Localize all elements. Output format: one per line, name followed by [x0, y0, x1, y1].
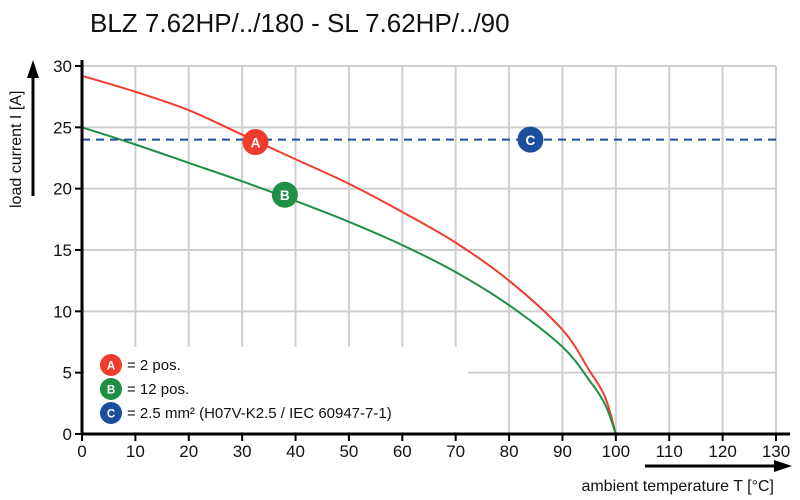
legend-badge-B-label: B: [107, 384, 115, 396]
legend-badge-A-label: A: [107, 360, 116, 372]
y-tick-label: 0: [63, 425, 72, 444]
legend-badge-C-label: C: [107, 408, 116, 420]
x-tick-label: 110: [656, 442, 683, 461]
marker-C-label: C: [526, 133, 536, 148]
x-tick-label: 20: [179, 442, 198, 461]
legend: A = 2 pos. B = 12 pos. C = 2.5 mm² (H07V-K2.5…: [100, 354, 392, 424]
series-line-B: [81, 126, 617, 435]
axes: 0 10 20 30 40 50 60 70 80 90 100 110 120 130 0 5 10 15 20 2…: [27, 57, 792, 472]
x-tick-label: 80: [500, 442, 519, 461]
x-axis-arrow-head-icon: [774, 460, 792, 472]
legend-text-C: = 2.5 mm² (H07V-K2.5 / IEC 60947-7-1): [127, 405, 392, 422]
legend-badge-B: [100, 378, 122, 400]
legend-background: [84, 347, 468, 432]
x-tick-label: 130: [762, 442, 790, 461]
marker-B-label: B: [280, 188, 290, 203]
x-tick-label: 60: [393, 442, 412, 461]
legend-text-A: = 2 pos.: [127, 357, 181, 374]
x-tick-label: 0: [77, 442, 86, 461]
legend-badge-C: [100, 402, 122, 424]
marker-A-label: A: [251, 135, 261, 150]
y-axis-arrow-head-icon: [27, 60, 39, 78]
x-tick-label: 50: [339, 442, 358, 461]
marker-A: [242, 129, 269, 156]
x-tick-label: 30: [233, 442, 252, 461]
x-tick-label: 120: [708, 442, 736, 461]
legend-badge-A: [100, 354, 122, 376]
x-tick-label: 100: [602, 442, 630, 461]
x-tick-label: 70: [446, 442, 465, 461]
x-tick-label: 10: [126, 442, 145, 461]
x-tick-label: 40: [286, 442, 305, 461]
chart-title: BLZ 7.62HP/../180 - SL 7.62HP/../90: [90, 8, 510, 38]
y-tick-label: 30: [53, 57, 72, 76]
y-tick-label: 5: [63, 364, 72, 383]
y-tick-label: 20: [53, 180, 72, 199]
legend-text-B: = 12 pos.: [127, 381, 189, 398]
y-tick-label: 15: [53, 241, 72, 260]
series-line-A: [81, 74, 617, 435]
marker-C: [517, 126, 544, 153]
marker-B: [271, 181, 298, 208]
series-layer: ABC: [81, 74, 776, 435]
y-axis-label: load current I [A]: [8, 91, 25, 208]
x-axis-label: ambient temperature T [°C]: [581, 478, 774, 495]
y-tick-label: 10: [53, 302, 72, 321]
x-tick-label: 90: [553, 442, 572, 461]
y-tick-label: 25: [53, 118, 72, 137]
